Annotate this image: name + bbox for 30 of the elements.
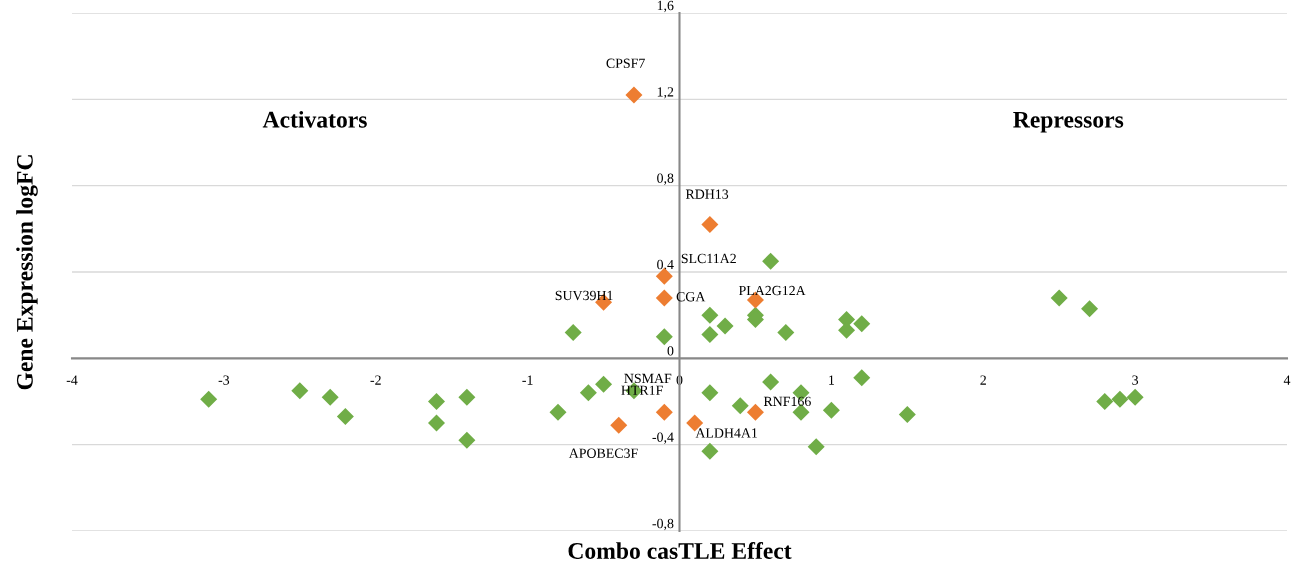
annotation: SUV39H1 — [555, 290, 613, 301]
x-tick-label: -4 — [66, 375, 78, 385]
y-tick-label: 1,2 — [657, 87, 674, 99]
annotation: CGA — [676, 292, 706, 302]
x-tick-label: -3 — [218, 375, 230, 385]
x-tick-label: 1 — [829, 375, 835, 385]
annotation: Activators — [262, 111, 367, 128]
annotation: PLA2G12A — [738, 285, 806, 296]
y-tick-label: 0 — [667, 346, 674, 356]
annotation: NSMAF — [624, 373, 672, 384]
x-tick-label: 0 — [676, 375, 683, 385]
x-tick-label: 3 — [1132, 375, 1139, 385]
y-tick-label: -0,4 — [652, 432, 674, 444]
annotation: APOBEC3F — [568, 448, 638, 458]
annotation: ALDH4A1 — [695, 428, 758, 438]
y-tick-label: 0,4 — [657, 259, 674, 272]
x-tick-label: -2 — [370, 375, 381, 385]
annotation: SLC11A2 — [681, 253, 736, 264]
annotation: RNF166 — [763, 396, 811, 407]
y-tick-label: 0,8 — [657, 173, 674, 185]
y-tick-label: 1,6 — [657, 0, 674, 13]
y-axis-title: Gene Expression logFC — [16, 155, 38, 390]
x-tick-label: -1 — [522, 375, 533, 385]
y-tick-label: -0,8 — [652, 518, 674, 531]
x-axis-title: Combo casTLE Effect — [568, 542, 792, 559]
x-tick-label: 2 — [980, 375, 986, 385]
annotation: RDH13 — [685, 189, 729, 199]
annotation: Repressors — [1013, 112, 1124, 133]
x-tick-label: 4 — [1283, 375, 1291, 385]
annotation: CPSF7 — [606, 58, 645, 68]
